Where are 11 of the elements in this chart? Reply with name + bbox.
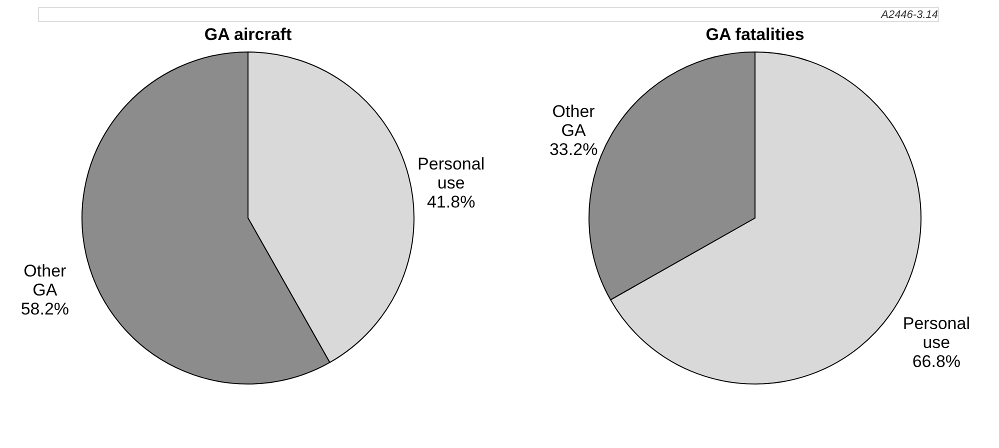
chart-title: GA fatalities bbox=[706, 25, 804, 44]
slice-label: Personal use bbox=[902, 314, 970, 352]
data-label: 41.8% bbox=[426, 192, 476, 212]
data-label: 66.8% bbox=[912, 352, 961, 371]
slice-label: Other GA bbox=[24, 262, 67, 300]
chart-title: GA aircraft bbox=[204, 25, 292, 44]
data-label: 33.2% bbox=[549, 140, 598, 160]
slice-label: Other GA bbox=[552, 102, 596, 140]
data-label: 58.2% bbox=[20, 300, 70, 318]
text: A2446-3.14 bbox=[880, 9, 938, 21]
slice-label: Personal use bbox=[418, 154, 485, 192]
